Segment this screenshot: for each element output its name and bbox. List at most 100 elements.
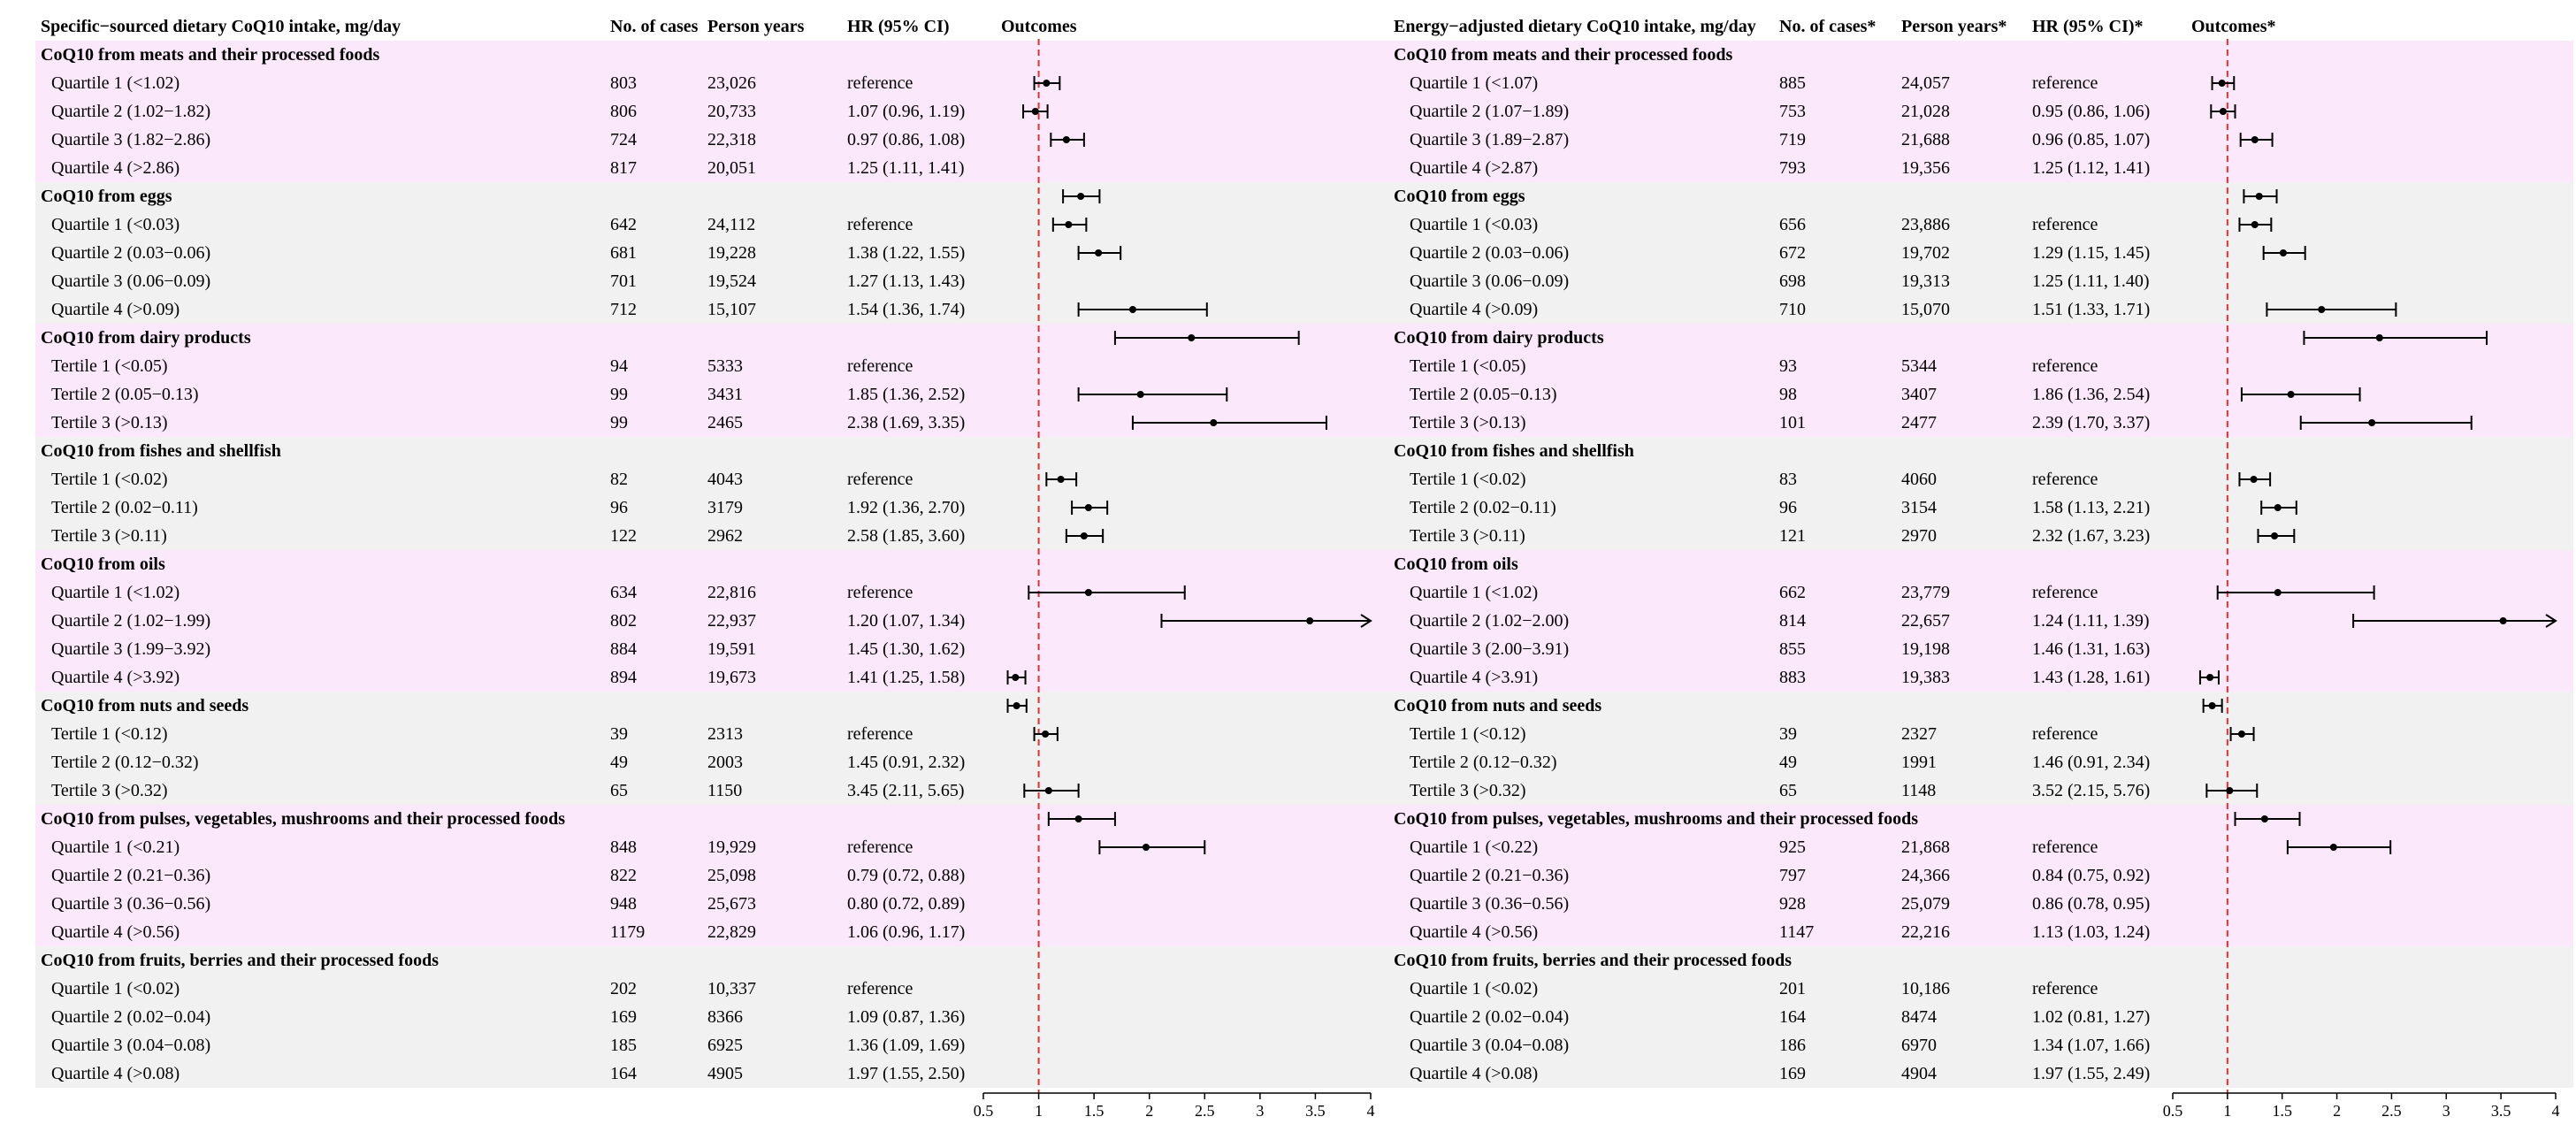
hr-point bbox=[1188, 334, 1196, 341]
group-title: CoQ10 from oils bbox=[41, 555, 165, 574]
category-label: Quartile 1 (<1.02) bbox=[1410, 583, 1539, 602]
hr-point bbox=[2318, 306, 2326, 313]
person-years-value: 22,816 bbox=[707, 583, 756, 602]
category-label: Tertile 1 (<0.05) bbox=[51, 356, 168, 376]
group-title: CoQ10 from oils bbox=[1394, 555, 1518, 574]
group-title: CoQ10 from eggs bbox=[1394, 187, 1525, 206]
cases-value: 101 bbox=[1779, 413, 1806, 432]
cases-value: 82 bbox=[610, 470, 628, 489]
hr-text: reference bbox=[2032, 583, 2098, 602]
hr-point bbox=[2226, 787, 2234, 794]
hr-text: 0.86 (0.78, 0.95) bbox=[2032, 894, 2151, 914]
hr-text: 0.84 (0.75, 0.92) bbox=[2032, 866, 2151, 885]
hr-text: 1.92 (1.36, 2.70) bbox=[847, 498, 966, 517]
category-label: Quartile 3 (1.82−2.86) bbox=[51, 130, 211, 149]
cases-value: 948 bbox=[610, 894, 637, 914]
hr-text: 1.45 (1.30, 1.62) bbox=[847, 639, 966, 659]
header-cases: No. of cases* bbox=[1779, 17, 1877, 36]
category-label: Quartile 3 (2.00−3.91) bbox=[1410, 639, 1570, 659]
hr-point bbox=[1043, 80, 1051, 87]
x-tick-label: 0.5 bbox=[2163, 1102, 2183, 1120]
cases-value: 39 bbox=[1779, 724, 1797, 744]
person-years-value: 24,112 bbox=[707, 215, 756, 234]
person-years-value: 22,216 bbox=[1901, 922, 1950, 942]
hr-text: reference bbox=[847, 470, 913, 489]
category-label: Quartile 1 (<0.02) bbox=[51, 979, 180, 998]
hr-text: reference bbox=[847, 73, 913, 93]
person-years-value: 10,337 bbox=[707, 979, 756, 998]
hr-text: 1.09 (0.87, 1.36) bbox=[847, 1007, 966, 1027]
hr-text: 2.32 (1.67, 3.23) bbox=[2032, 526, 2151, 546]
hr-text: 1.13 (1.03, 1.24) bbox=[2032, 922, 2151, 942]
person-years-value: 8474 bbox=[1901, 1007, 1937, 1027]
person-years-value: 19,198 bbox=[1901, 639, 1950, 659]
hr-text: 0.79 (0.72, 0.88) bbox=[847, 866, 966, 885]
category-label: Tertile 2 (0.05−0.13) bbox=[1410, 385, 1557, 404]
cases-value: 672 bbox=[1779, 243, 1806, 263]
person-years-value: 3431 bbox=[707, 385, 743, 404]
header-person-years: Person years* bbox=[1901, 17, 2007, 36]
category-label: Tertile 1 (<0.12) bbox=[1410, 724, 1526, 744]
category-label: Quartile 2 (0.21−0.36) bbox=[51, 866, 211, 885]
category-label: Tertile 1 (<0.02) bbox=[1410, 470, 1526, 489]
x-tick-label: 2.5 bbox=[2381, 1102, 2402, 1120]
cases-value: 1179 bbox=[610, 922, 646, 942]
hr-point bbox=[1074, 815, 1082, 822]
group-title: CoQ10 from fruits, berries and their pro… bbox=[41, 951, 439, 970]
person-years-value: 3407 bbox=[1901, 385, 1937, 404]
person-years-value: 1150 bbox=[707, 781, 743, 800]
hr-text: 1.06 (0.96, 1.17) bbox=[847, 922, 966, 942]
hr-text: 1.97 (1.55, 2.50) bbox=[847, 1064, 966, 1083]
hr-point bbox=[1042, 730, 1050, 738]
person-years-value: 19,673 bbox=[707, 668, 756, 687]
hr-text: 2.58 (1.85, 3.60) bbox=[847, 526, 966, 546]
person-years-value: 1148 bbox=[1901, 781, 1937, 800]
category-label: Quartile 1 (<0.03) bbox=[1410, 215, 1539, 234]
hr-text: 1.36 (1.09, 1.69) bbox=[847, 1036, 966, 1055]
category-label: Quartile 1 (<1.02) bbox=[51, 73, 180, 93]
category-label: Tertile 1 (<0.05) bbox=[1410, 356, 1526, 376]
person-years-value: 25,098 bbox=[707, 866, 756, 885]
group-title: CoQ10 from meats and their processed foo… bbox=[41, 45, 380, 65]
hr-text: 1.51 (1.33, 1.71) bbox=[2032, 300, 2151, 319]
cases-value: 793 bbox=[1779, 158, 1806, 178]
person-years-value: 10,186 bbox=[1901, 979, 1950, 998]
group-band bbox=[35, 805, 2573, 946]
cases-value: 848 bbox=[610, 838, 637, 857]
category-label: Tertile 3 (>0.11) bbox=[1410, 526, 1525, 546]
hr-point bbox=[2237, 730, 2245, 738]
category-label: Tertile 1 (<0.12) bbox=[51, 724, 168, 744]
category-label: Quartile 2 (0.21−0.36) bbox=[1410, 866, 1570, 885]
hr-point bbox=[1210, 419, 1218, 426]
cases-value: 724 bbox=[610, 130, 637, 149]
hr-point bbox=[2274, 589, 2282, 596]
person-years-value: 23,026 bbox=[707, 73, 756, 93]
hr-point bbox=[2206, 674, 2214, 681]
person-years-value: 25,079 bbox=[1901, 894, 1950, 914]
hr-point bbox=[2255, 193, 2263, 200]
hr-point bbox=[1095, 249, 1103, 256]
group-title: CoQ10 from fishes and shellfish bbox=[1394, 441, 1634, 461]
category-label: Quartile 4 (>0.56) bbox=[51, 922, 180, 942]
person-years-value: 2327 bbox=[1901, 724, 1937, 744]
cases-value: 186 bbox=[1779, 1036, 1806, 1055]
cases-value: 925 bbox=[1779, 838, 1806, 857]
x-tick-label: 2.5 bbox=[1195, 1102, 1215, 1120]
hr-point bbox=[1080, 532, 1088, 539]
category-label: Quartile 1 (<1.07) bbox=[1410, 73, 1539, 93]
hr-point bbox=[2375, 334, 2383, 341]
hr-text: 1.27 (1.13, 1.43) bbox=[847, 272, 966, 291]
category-label: Quartile 2 (0.03−0.06) bbox=[51, 243, 211, 263]
hr-point bbox=[2279, 249, 2287, 256]
cases-value: 169 bbox=[610, 1007, 637, 1027]
hr-text: 1.43 (1.28, 1.61) bbox=[2032, 668, 2151, 687]
hr-point bbox=[1044, 787, 1052, 794]
cases-value: 164 bbox=[1779, 1007, 1806, 1027]
x-tick-label: 2 bbox=[1145, 1102, 1153, 1120]
category-label: Tertile 3 (>0.13) bbox=[1410, 413, 1526, 432]
category-label: Tertile 2 (0.05−0.13) bbox=[51, 385, 199, 404]
person-years-value: 19,702 bbox=[1901, 243, 1950, 263]
cases-value: 894 bbox=[610, 668, 637, 687]
category-label: Quartile 4 (>0.08) bbox=[51, 1064, 180, 1083]
header-outcomes: Outcomes bbox=[1001, 17, 1077, 36]
